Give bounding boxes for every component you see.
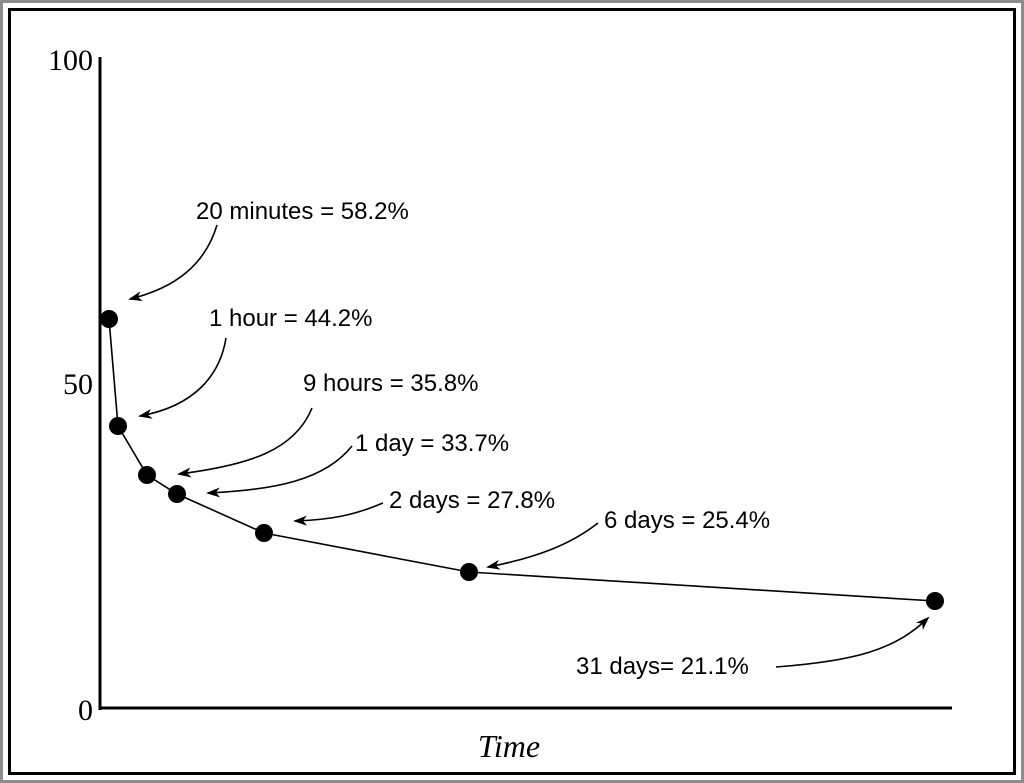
y-tick-label-0: 0 <box>78 694 93 727</box>
annotation-20-minutes: 20 minutes = 58.2% <box>196 198 409 225</box>
chart-frame-inner <box>8 8 1016 775</box>
annotation-1-hour: 1 hour = 44.2% <box>209 305 372 332</box>
annotation-arrow-2-days <box>293 502 384 526</box>
annotation-arrow-1-day <box>206 445 353 498</box>
data-point-1-hour <box>109 417 127 435</box>
data-points <box>100 310 944 610</box>
data-point-6-days <box>460 563 478 581</box>
annotation-9-hours: 9 hours = 35.8% <box>303 370 478 397</box>
annotation-1-day: 1 day = 33.7% <box>355 430 509 457</box>
data-point-31-days <box>926 592 944 610</box>
annotation-arrow-9-hours <box>177 407 313 478</box>
annotation-2-days: 2 days = 27.8% <box>389 487 555 514</box>
data-point-20-minutes <box>100 310 118 328</box>
annotation-arrows <box>128 224 930 668</box>
annotation-arrow-20-minutes <box>128 224 218 302</box>
x-axis-label: Time <box>478 728 540 764</box>
annotation-arrow-1-hour <box>138 337 227 419</box>
data-point-9-hours <box>138 466 156 484</box>
data-point-1-day <box>168 485 186 503</box>
annotation-arrow-6-days <box>486 522 599 570</box>
annotation-arrow-31-days <box>775 616 930 668</box>
y-tick-label-50: 50 <box>63 368 93 401</box>
data-point-2-days <box>255 524 273 542</box>
annotation-6-days: 6 days = 25.4% <box>604 507 770 534</box>
y-tick-label-100: 100 <box>48 44 93 77</box>
annotation-31-days: 31 days= 21.1% <box>576 653 749 680</box>
